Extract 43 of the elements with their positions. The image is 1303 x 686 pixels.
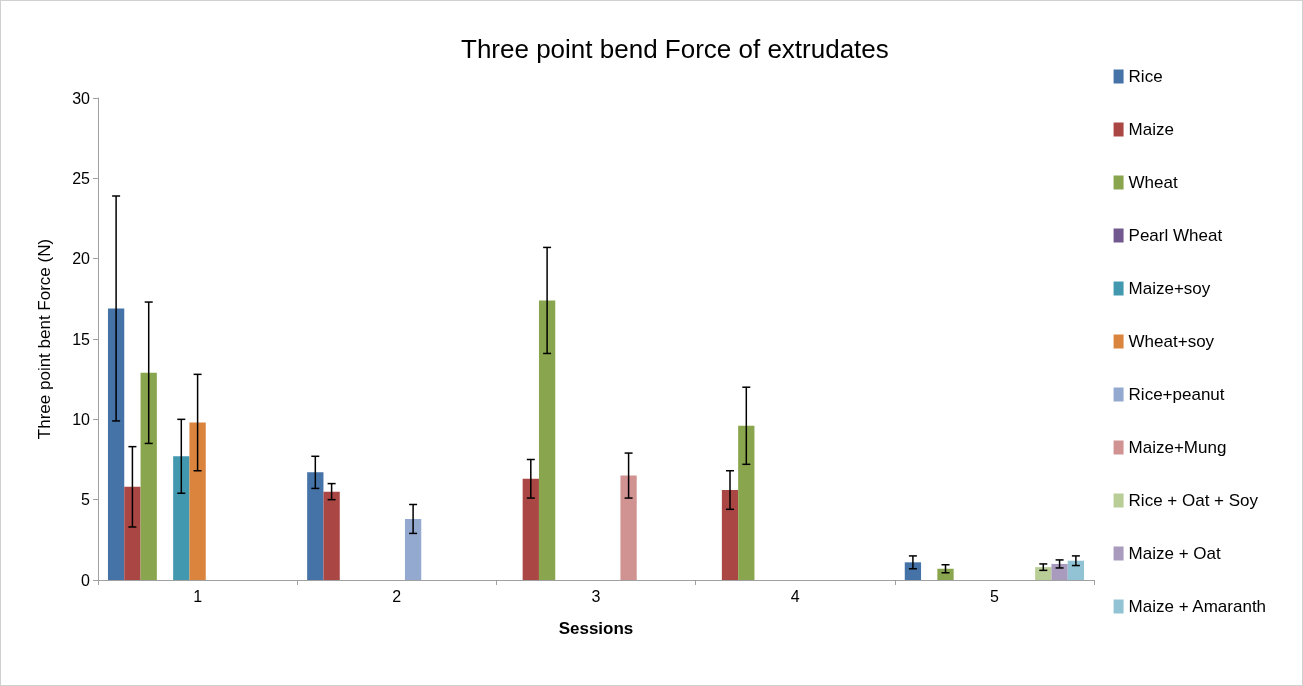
y-tick-label: 25	[72, 169, 91, 187]
y-tick-label: 10	[72, 410, 91, 428]
y-tick-label: 15	[72, 330, 91, 348]
x-axis-title: Sessions	[558, 619, 634, 638]
bar	[522, 478, 539, 580]
legend-label: Wheat	[1128, 173, 1178, 192]
legend-label: Rice + Oat + Soy	[1128, 491, 1259, 510]
bar	[1067, 560, 1085, 580]
bar	[124, 486, 141, 580]
x-tick-label: 3	[591, 587, 601, 605]
legend-label: Maize + Oat	[1128, 544, 1221, 563]
x-tick-label: 1	[193, 587, 203, 605]
x-tick-label: 4	[790, 587, 800, 605]
legend-label: Maize+Mung	[1128, 438, 1227, 457]
bar	[323, 491, 340, 580]
legend-label: Rice	[1128, 67, 1163, 86]
y-tick-label: 5	[81, 491, 91, 509]
bar	[721, 490, 739, 580]
bar	[538, 300, 556, 580]
y-tick-label: 0	[81, 571, 91, 589]
bar	[738, 425, 755, 580]
y-axis-title: Three point bent Force (N)	[35, 238, 54, 440]
legend-label: Maize+soy	[1128, 279, 1211, 298]
x-tick-label: 2	[392, 587, 402, 605]
bar	[140, 372, 157, 580]
bar	[107, 308, 125, 580]
bar	[404, 518, 422, 580]
y-tick-label: 20	[72, 250, 91, 268]
y-tick-label: 30	[72, 89, 91, 107]
bar	[307, 472, 324, 580]
legend-label: Maize + Amaranth	[1128, 597, 1267, 616]
legend-label: Rice+peanut	[1128, 385, 1225, 404]
legend-label: Wheat+soy	[1128, 332, 1215, 351]
legend-label: Pearl Wheat	[1128, 226, 1223, 245]
bar	[189, 422, 206, 580]
x-tick-label: 5	[989, 587, 999, 605]
bar	[1035, 567, 1052, 580]
bar	[1051, 563, 1068, 580]
bar	[173, 456, 190, 580]
bar	[620, 475, 637, 580]
legend-label: Maize	[1128, 120, 1174, 139]
bar	[904, 562, 922, 580]
chart-title: Three point bend Force of extrudates	[461, 34, 889, 64]
